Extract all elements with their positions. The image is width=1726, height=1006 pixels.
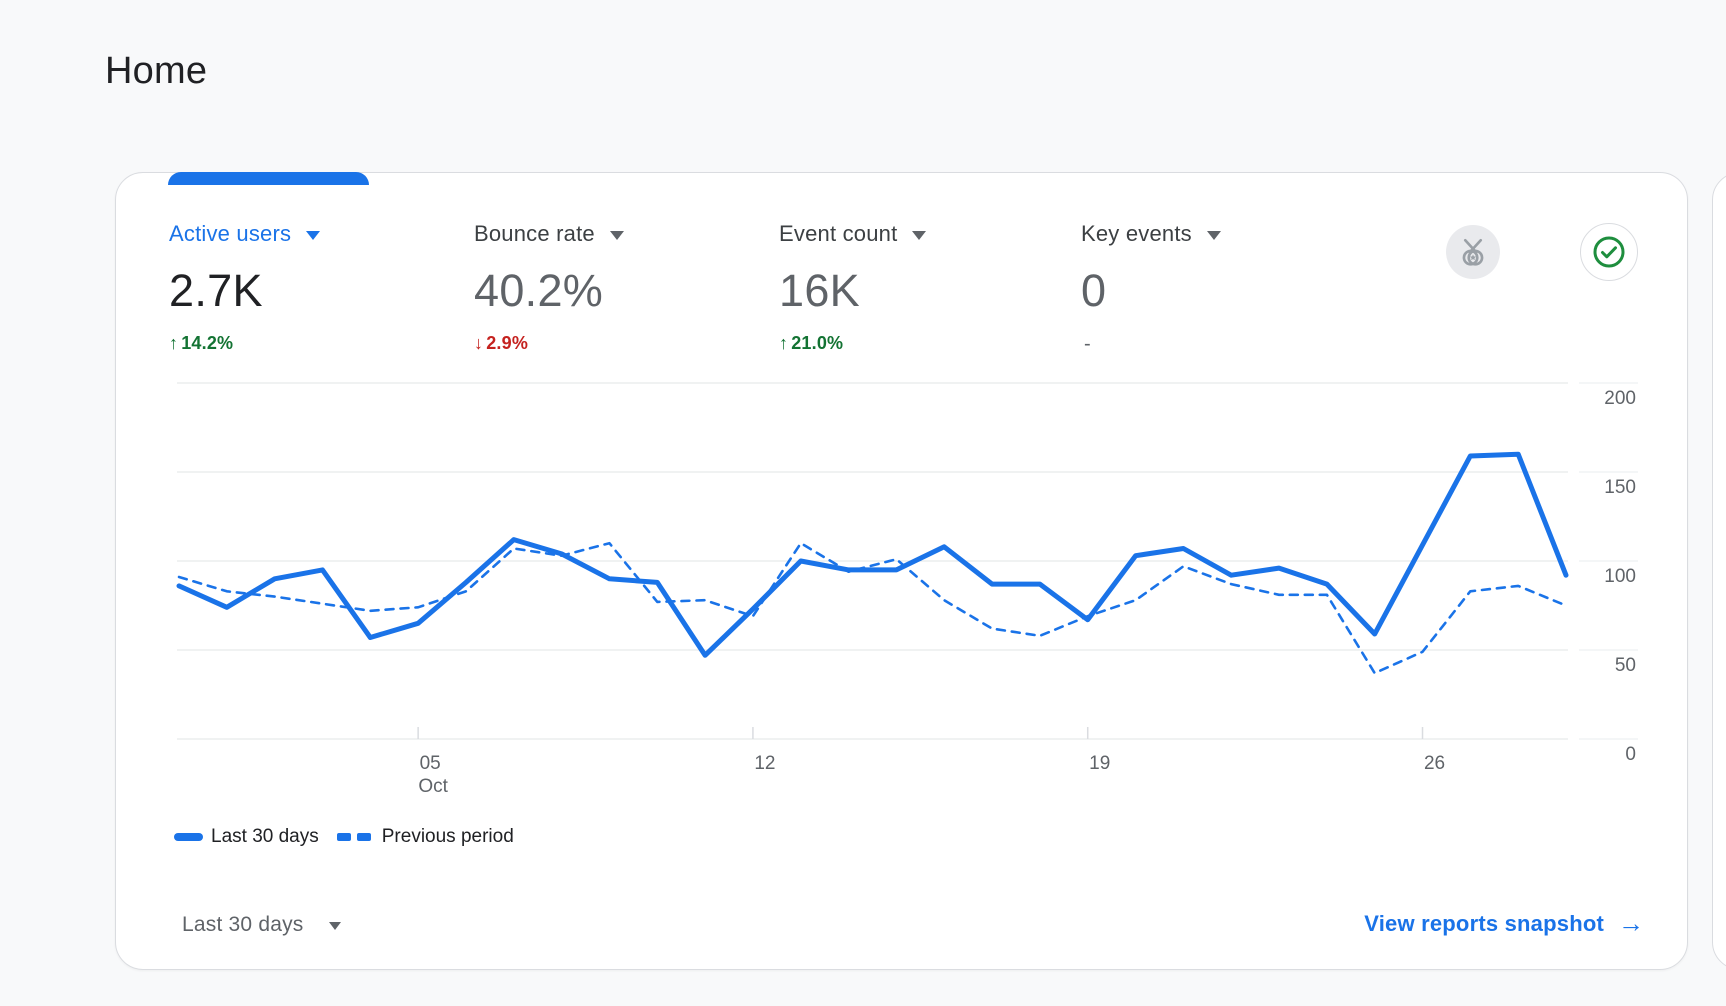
y-axis-label: 200: [1604, 388, 1636, 409]
metric-label: Active users: [169, 221, 292, 246]
x-axis-label: 05: [420, 753, 441, 774]
data-quality-button[interactable]: [1580, 223, 1638, 281]
active-users-selector[interactable]: Active users: [169, 221, 321, 247]
previous-period-line: [177, 541, 1568, 675]
star-icon: [1470, 254, 1476, 261]
metric-event-count: Event count 16K ↑ 21.0%: [779, 221, 1069, 354]
metric-value: 2.7K: [169, 265, 263, 316]
date-range-selector[interactable]: Last 30 days: [182, 910, 342, 940]
chevron-down-icon: [306, 231, 321, 240]
metric-value: 40.2%: [474, 265, 604, 316]
metric-value: 16K: [779, 265, 860, 316]
chevron-down-icon: [329, 922, 342, 930]
y-axis-label: 50: [1615, 655, 1636, 676]
metric-label: Event count: [779, 221, 898, 246]
y-axis-label: 100: [1604, 566, 1636, 587]
solid-line-swatch-icon: [174, 833, 203, 841]
metric-key-events: Key events 0 -: [1081, 221, 1371, 356]
view-reports-snapshot-label: View reports snapshot: [1364, 911, 1604, 936]
chevron-down-icon: [1206, 231, 1221, 240]
metric-change: ↑ 14.2%: [169, 333, 234, 353]
x-axis-label: 19: [1089, 753, 1110, 774]
metric-value: 0: [1081, 265, 1107, 316]
adjacent-card-edge: [1712, 172, 1726, 970]
benchmark-button[interactable]: [1446, 225, 1500, 279]
trend-arrow-icon: ↓: [474, 333, 484, 353]
metric-change: ↑ 21.0%: [779, 333, 844, 353]
metric-change: ↓ 2.9%: [474, 333, 529, 353]
legend-last-30-days: Last 30 days: [211, 826, 319, 847]
medal-icon: [1462, 238, 1484, 266]
y-axis-label: 0: [1625, 744, 1636, 765]
home-overview-card: Active users 2.7K ↑ 14.2% Bounce rate 40.…: [115, 172, 1688, 970]
metric-active-users: Active users 2.7K ↑ 14.2%: [169, 221, 459, 354]
chevron-down-icon: [609, 231, 624, 240]
date-range-label: Last 30 days: [182, 913, 304, 936]
legend-previous-period: Previous period: [381, 826, 514, 847]
page-title: Home: [105, 50, 208, 92]
view-reports-snapshot-link[interactable]: View reports snapshot →: [1364, 908, 1644, 940]
check-circle-icon: [1593, 236, 1625, 268]
arrow-right-icon: →: [1618, 908, 1644, 938]
x-axis-label: 26: [1424, 753, 1445, 774]
chevron-down-icon: [912, 231, 927, 240]
dashed-line-swatch-icon: [336, 833, 371, 841]
metric-label: Bounce rate: [474, 221, 595, 246]
last-30-days-line: [176, 451, 1569, 658]
active-tab-indicator: [168, 172, 369, 185]
chart-legend: Last 30 days Previous period: [174, 825, 514, 849]
metric-bounce-rate: Bounce rate 40.2% ↓ 2.9%: [474, 221, 764, 354]
metric-label: Key events: [1081, 221, 1192, 246]
x-axis-label: 12: [754, 753, 775, 774]
trend-arrow-icon: ↑: [779, 333, 789, 353]
x-axis-sublabel: Oct: [418, 776, 448, 797]
bounce-rate-selector[interactable]: Bounce rate: [474, 221, 624, 247]
y-axis-label: 150: [1604, 477, 1636, 498]
metric-change: -: [1084, 333, 1091, 355]
event-count-selector[interactable]: Event count: [779, 221, 927, 247]
trend-arrow-icon: ↑: [169, 333, 179, 353]
key-events-selector[interactable]: Key events: [1081, 221, 1221, 247]
